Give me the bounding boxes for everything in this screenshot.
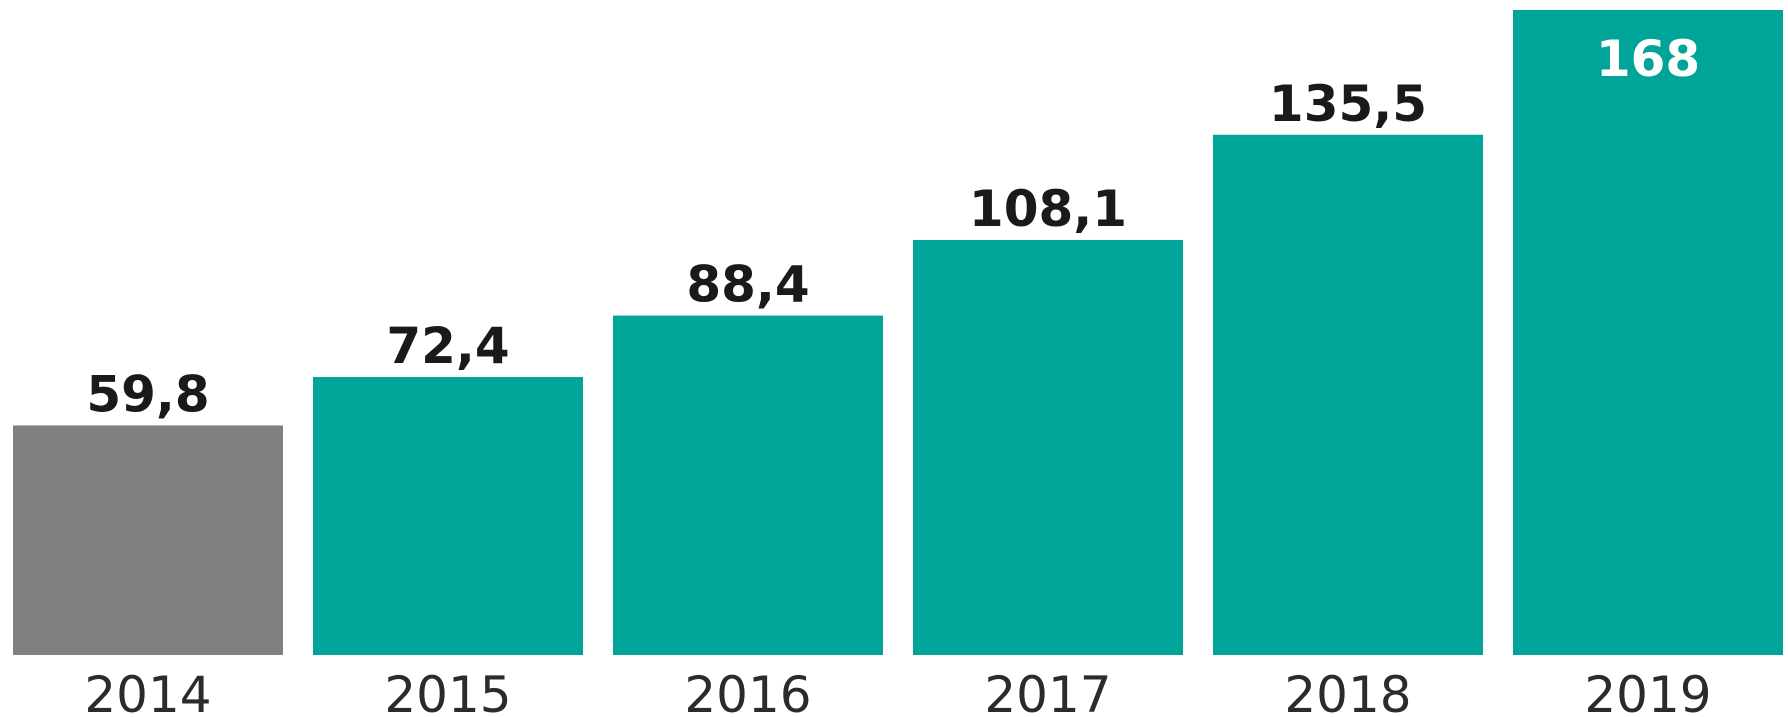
bar-2019 <box>1513 10 1783 655</box>
bar-2018 <box>1213 134 1483 655</box>
value-label-2015: 72,4 <box>386 317 509 375</box>
bar-2016 <box>613 315 883 655</box>
category-label-2015: 2015 <box>384 666 511 717</box>
category-label-2019: 2019 <box>1584 666 1711 717</box>
category-label-2014: 2014 <box>84 666 211 717</box>
bar-2017 <box>913 239 1183 656</box>
category-label-2018: 2018 <box>1284 666 1411 717</box>
value-label-2014: 59,8 <box>86 365 209 423</box>
value-label-2019: 168 <box>1596 30 1700 88</box>
category-label-2016: 2016 <box>684 666 811 717</box>
value-label-2017: 108,1 <box>969 180 1127 238</box>
bar-2015 <box>313 377 583 655</box>
value-label-2018: 135,5 <box>1269 75 1427 133</box>
category-label-2017: 2017 <box>984 666 1111 717</box>
value-label-2016: 88,4 <box>686 256 809 314</box>
bar-2014 <box>13 425 283 655</box>
